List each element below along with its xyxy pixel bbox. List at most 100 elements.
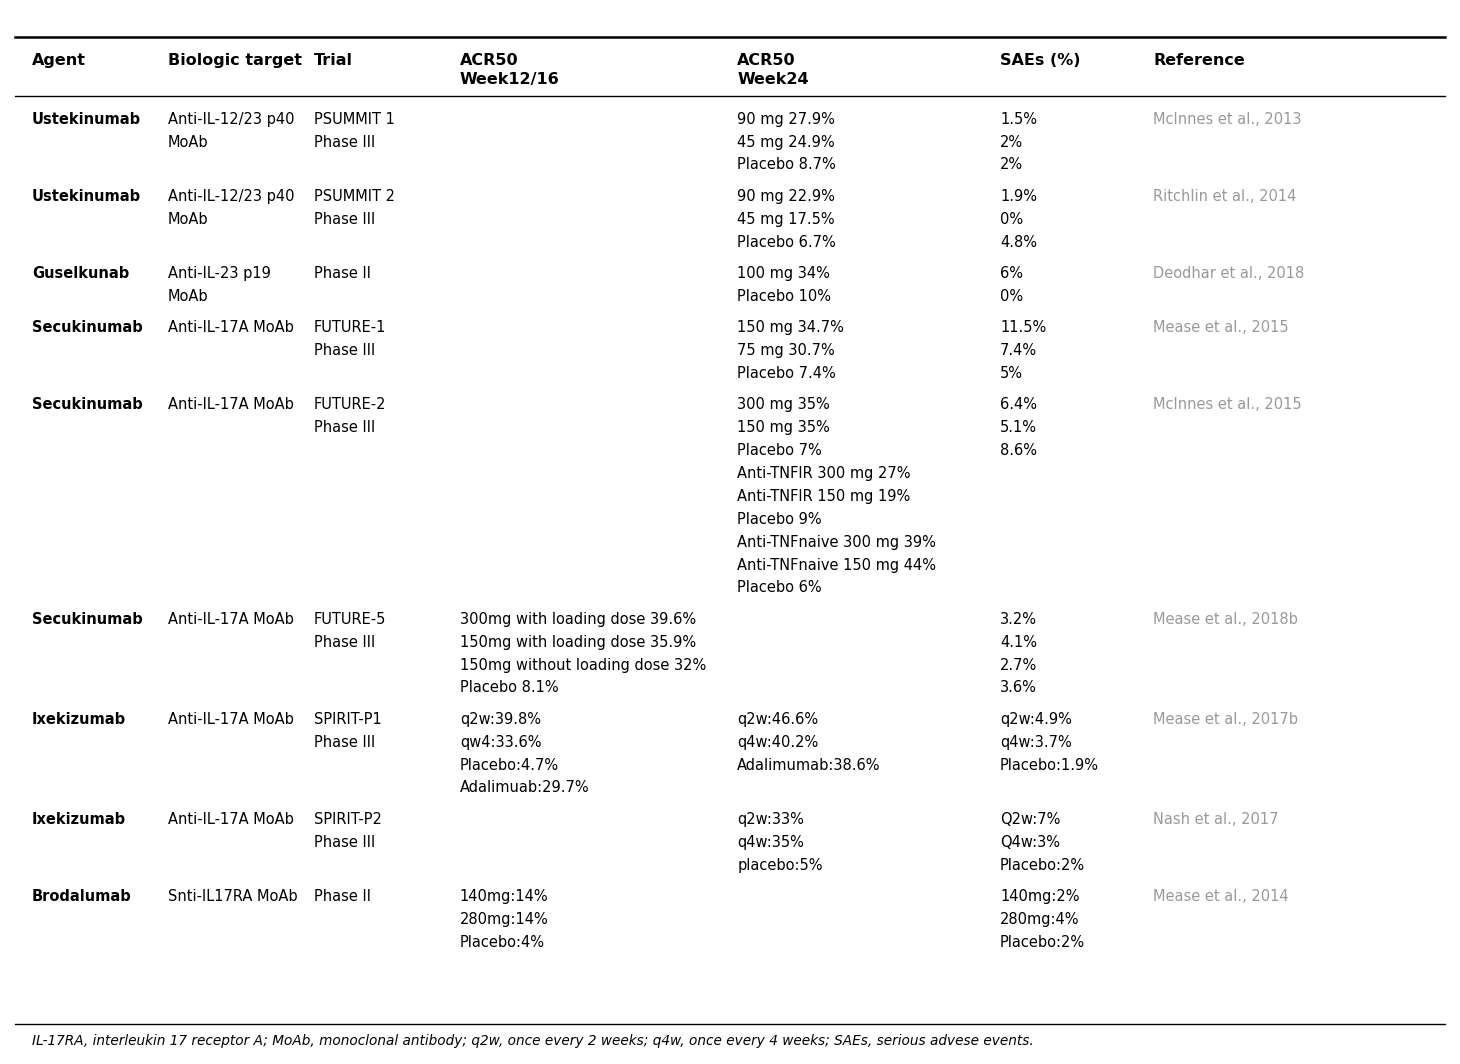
Text: 280mg:14%: 280mg:14% bbox=[460, 912, 549, 927]
Text: MoAb: MoAb bbox=[168, 212, 209, 227]
Text: Secukinumab: Secukinumab bbox=[32, 320, 143, 335]
Text: Phase III: Phase III bbox=[314, 420, 375, 435]
Text: Secukinumab: Secukinumab bbox=[32, 398, 143, 413]
Text: Phase III: Phase III bbox=[314, 834, 375, 850]
Text: Anti-IL-23 p19: Anti-IL-23 p19 bbox=[168, 266, 270, 281]
Text: q4w:3.7%: q4w:3.7% bbox=[1000, 735, 1072, 750]
Text: q2w:46.6%: q2w:46.6% bbox=[737, 712, 819, 727]
Text: FUTURE-1: FUTURE-1 bbox=[314, 320, 387, 335]
Text: Phase III: Phase III bbox=[314, 735, 375, 750]
Text: 45 mg 24.9%: 45 mg 24.9% bbox=[737, 134, 835, 150]
Text: MoAb: MoAb bbox=[168, 134, 209, 150]
Text: McInnes et al., 2015: McInnes et al., 2015 bbox=[1153, 398, 1302, 413]
Text: 0%: 0% bbox=[1000, 212, 1023, 227]
Text: q2w:39.8%: q2w:39.8% bbox=[460, 712, 540, 727]
Text: 140mg:2%: 140mg:2% bbox=[1000, 890, 1079, 904]
Text: Snti-IL17RA MoAb: Snti-IL17RA MoAb bbox=[168, 890, 298, 904]
Text: Mease et al., 2015: Mease et al., 2015 bbox=[1153, 320, 1289, 335]
Text: 150 mg 34.7%: 150 mg 34.7% bbox=[737, 320, 844, 335]
Text: q4w:35%: q4w:35% bbox=[737, 834, 804, 850]
Text: 100 mg 34%: 100 mg 34% bbox=[737, 266, 831, 281]
Text: Placebo 8.1%: Placebo 8.1% bbox=[460, 681, 559, 696]
Text: Mease et al., 2017b: Mease et al., 2017b bbox=[1153, 712, 1298, 727]
Text: SPIRIT-P2: SPIRIT-P2 bbox=[314, 812, 381, 827]
Text: Secukinumab: Secukinumab bbox=[32, 612, 143, 627]
Text: Ixekizumab: Ixekizumab bbox=[32, 712, 126, 727]
Text: Guselkunab: Guselkunab bbox=[32, 266, 130, 281]
Text: Nash et al., 2017: Nash et al., 2017 bbox=[1153, 812, 1279, 827]
Text: FUTURE-5: FUTURE-5 bbox=[314, 612, 387, 627]
Text: q2w:33%: q2w:33% bbox=[737, 812, 804, 827]
Text: Agent: Agent bbox=[32, 53, 86, 68]
Text: Phase II: Phase II bbox=[314, 890, 371, 904]
Text: 6.4%: 6.4% bbox=[1000, 398, 1037, 413]
Text: 2.7%: 2.7% bbox=[1000, 658, 1038, 672]
Text: Ustekinumab: Ustekinumab bbox=[32, 112, 142, 127]
Text: Anti-IL-17A MoAb: Anti-IL-17A MoAb bbox=[168, 712, 293, 727]
Text: Anti-TNFIR 150 mg 19%: Anti-TNFIR 150 mg 19% bbox=[737, 489, 911, 504]
Text: MoAb: MoAb bbox=[168, 288, 209, 304]
Text: FUTURE-2: FUTURE-2 bbox=[314, 398, 387, 413]
Text: 300mg with loading dose 39.6%: 300mg with loading dose 39.6% bbox=[460, 612, 696, 627]
Text: Q2w:7%: Q2w:7% bbox=[1000, 812, 1060, 827]
Text: Placebo:4.7%: Placebo:4.7% bbox=[460, 758, 559, 772]
Text: Q4w:3%: Q4w:3% bbox=[1000, 834, 1060, 850]
Text: 2%: 2% bbox=[1000, 157, 1023, 172]
Text: Anti-TNFIR 300 mg 27%: Anti-TNFIR 300 mg 27% bbox=[737, 466, 911, 481]
Text: Anti-IL-17A MoAb: Anti-IL-17A MoAb bbox=[168, 320, 293, 335]
Text: 90 mg 22.9%: 90 mg 22.9% bbox=[737, 189, 835, 204]
Text: placebo:5%: placebo:5% bbox=[737, 858, 823, 872]
Text: Ritchlin et al., 2014: Ritchlin et al., 2014 bbox=[1153, 189, 1296, 204]
Text: ACR50
Week12/16: ACR50 Week12/16 bbox=[460, 53, 559, 87]
Text: 300 mg 35%: 300 mg 35% bbox=[737, 398, 831, 413]
Text: Placebo 7%: Placebo 7% bbox=[737, 444, 822, 459]
Text: 3.2%: 3.2% bbox=[1000, 612, 1037, 627]
Text: 280mg:4%: 280mg:4% bbox=[1000, 912, 1079, 927]
Text: ACR50
Week24: ACR50 Week24 bbox=[737, 53, 809, 87]
Text: Placebo 9%: Placebo 9% bbox=[737, 512, 822, 527]
Text: 4.1%: 4.1% bbox=[1000, 635, 1037, 650]
Text: 150 mg 35%: 150 mg 35% bbox=[737, 420, 831, 435]
Text: Phase III: Phase III bbox=[314, 343, 375, 359]
Text: 5%: 5% bbox=[1000, 366, 1023, 381]
Text: Placebo 8.7%: Placebo 8.7% bbox=[737, 157, 837, 172]
Text: Ustekinumab: Ustekinumab bbox=[32, 189, 142, 204]
Text: McInnes et al., 2013: McInnes et al., 2013 bbox=[1153, 112, 1302, 127]
Text: Anti-IL-17A MoAb: Anti-IL-17A MoAb bbox=[168, 398, 293, 413]
Text: Placebo:4%: Placebo:4% bbox=[460, 935, 545, 950]
Text: 150mg with loading dose 35.9%: 150mg with loading dose 35.9% bbox=[460, 635, 696, 650]
Text: Placebo 10%: Placebo 10% bbox=[737, 288, 831, 304]
Text: 8.6%: 8.6% bbox=[1000, 444, 1037, 459]
Text: Adalimumab:38.6%: Adalimumab:38.6% bbox=[737, 758, 880, 772]
Text: Placebo 6%: Placebo 6% bbox=[737, 581, 822, 596]
Text: Phase II: Phase II bbox=[314, 266, 371, 281]
Text: Deodhar et al., 2018: Deodhar et al., 2018 bbox=[1153, 266, 1305, 281]
Text: 0%: 0% bbox=[1000, 288, 1023, 304]
Text: 6%: 6% bbox=[1000, 266, 1023, 281]
Text: Placebo 7.4%: Placebo 7.4% bbox=[737, 366, 837, 381]
Text: Anti-TNFnaive 300 mg 39%: Anti-TNFnaive 300 mg 39% bbox=[737, 535, 936, 550]
Text: Placebo:2%: Placebo:2% bbox=[1000, 858, 1085, 872]
Text: 140mg:14%: 140mg:14% bbox=[460, 890, 549, 904]
Text: q2w:4.9%: q2w:4.9% bbox=[1000, 712, 1072, 727]
Text: Phase III: Phase III bbox=[314, 134, 375, 150]
Text: Placebo 6.7%: Placebo 6.7% bbox=[737, 235, 837, 250]
Text: Anti-IL-12/23 p40: Anti-IL-12/23 p40 bbox=[168, 189, 295, 204]
Text: Anti-IL-17A MoAb: Anti-IL-17A MoAb bbox=[168, 812, 293, 827]
Text: Placebo:2%: Placebo:2% bbox=[1000, 935, 1085, 950]
Text: Placebo:1.9%: Placebo:1.9% bbox=[1000, 758, 1099, 772]
Text: SAEs (%): SAEs (%) bbox=[1000, 53, 1080, 68]
Text: Reference: Reference bbox=[1153, 53, 1245, 68]
Text: Anti-IL-17A MoAb: Anti-IL-17A MoAb bbox=[168, 612, 293, 627]
Text: Phase III: Phase III bbox=[314, 635, 375, 650]
Text: Mease et al., 2018b: Mease et al., 2018b bbox=[1153, 612, 1298, 627]
Text: Trial: Trial bbox=[314, 53, 353, 68]
Text: Ixekizumab: Ixekizumab bbox=[32, 812, 126, 827]
Text: SPIRIT-P1: SPIRIT-P1 bbox=[314, 712, 381, 727]
Text: qw4:33.6%: qw4:33.6% bbox=[460, 735, 542, 750]
Text: 1.9%: 1.9% bbox=[1000, 189, 1037, 204]
Text: Biologic target: Biologic target bbox=[168, 53, 302, 68]
Text: 45 mg 17.5%: 45 mg 17.5% bbox=[737, 212, 835, 227]
Text: 2%: 2% bbox=[1000, 134, 1023, 150]
Text: 3.6%: 3.6% bbox=[1000, 681, 1037, 696]
